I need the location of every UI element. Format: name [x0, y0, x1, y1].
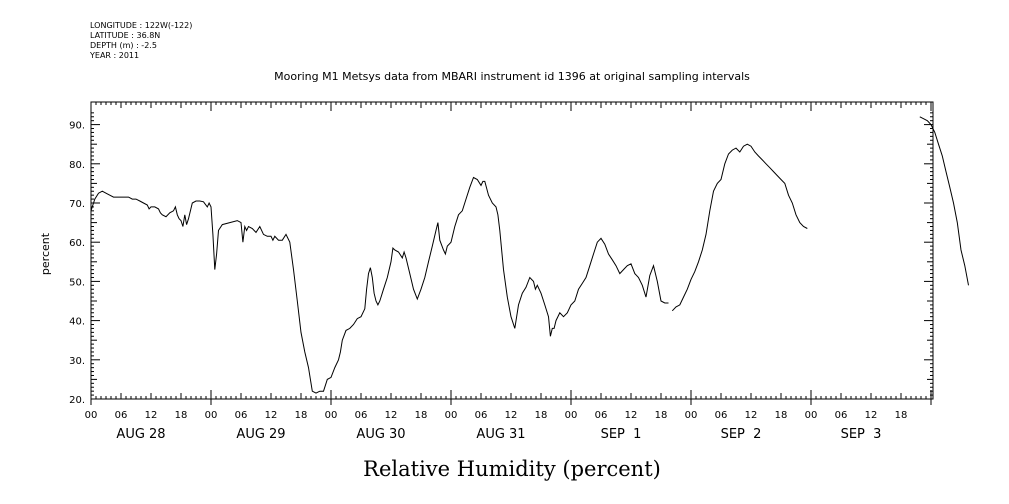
day-label: AUG 28 [116, 427, 165, 442]
station-metadata: LONGITUDE : 122W(-122) LATITUDE : 36.8N … [90, 21, 192, 61]
x-tick-label: 18 [535, 410, 548, 421]
x-tick-label: 18 [775, 410, 788, 421]
x-tick-label: 00 [445, 410, 458, 421]
y-tick-label: 50. [69, 277, 85, 288]
y-tick-label: 70. [69, 199, 85, 210]
axis-ticks [90, 102, 933, 405]
series-group [90, 116, 969, 394]
day-label: AUG 30 [356, 427, 405, 442]
year-label: YEAR : 2011 [90, 51, 140, 60]
y-tick-label: 20. [69, 395, 85, 406]
depth-label: DEPTH (m) : -2.5 [90, 41, 157, 50]
chart-title: Mooring M1 Metsys data from MBARI instru… [274, 70, 750, 83]
x-tick-label: 06 [115, 410, 128, 421]
day-label: SEP 2 [721, 427, 762, 442]
x-tick-label: 00 [685, 410, 698, 421]
x-tick-label: 00 [805, 410, 818, 421]
x-tick-label: 12 [265, 410, 278, 421]
longitude-label: LONGITUDE : 122W(-122) [90, 21, 193, 30]
x-tick-label: 06 [235, 410, 248, 421]
x-tick-label: 18 [895, 410, 908, 421]
day-label: AUG 31 [476, 427, 525, 442]
x-tick-label: 18 [295, 410, 308, 421]
y-tick-label: 80. [69, 160, 85, 171]
x-tick-label: 18 [655, 410, 668, 421]
day-label: SEP 3 [841, 427, 882, 442]
x-tick-label: 00 [205, 410, 218, 421]
x-axis-label: Relative Humidity (percent) [363, 457, 661, 481]
x-tick-label: 18 [415, 410, 428, 421]
y-tick-label: 30. [69, 356, 85, 367]
x-tick-label: 12 [385, 410, 398, 421]
y-tick-labels: 20. 30. 40. 50. 60. 70. 80. 90. [69, 121, 85, 406]
x-tick-label: 06 [595, 410, 608, 421]
y-tick-label: 40. [69, 317, 85, 328]
x-tick-label: 06 [715, 410, 728, 421]
humidity-line [671, 143, 808, 312]
x-tick-label: 12 [745, 410, 758, 421]
x-tick-labels: 00 06 12 18 00 06 12 18 00 06 12 18 00 06 12 18 00 06 12 18… [85, 410, 908, 421]
latitude-label: LATITUDE : 36.8N [90, 31, 161, 40]
day-label: AUG 29 [236, 427, 285, 442]
x-tick-label: 12 [625, 410, 638, 421]
humidity-line [919, 116, 969, 286]
x-tick-label: 12 [505, 410, 518, 421]
x-tick-label: 12 [865, 410, 878, 421]
day-label: SEP 1 [601, 427, 642, 442]
x-tick-label: 00 [565, 410, 578, 421]
x-tick-label: 06 [355, 410, 368, 421]
x-tick-label: 06 [835, 410, 848, 421]
y-tick-label: 90. [69, 121, 85, 132]
y-tick-label: 60. [69, 238, 85, 249]
x-tick-label: 12 [145, 410, 158, 421]
y-axis-label: percent [39, 232, 52, 275]
x-tick-label: 00 [325, 410, 338, 421]
x-tick-label: 06 [475, 410, 488, 421]
x-tick-label: 18 [175, 410, 188, 421]
day-labels: AUG 28 AUG 29 AUG 30 AUG 31 SEP 1 SEP 2 SEP 3 [116, 427, 881, 442]
humidity-line [90, 176, 669, 394]
x-tick-label: 00 [85, 410, 98, 421]
